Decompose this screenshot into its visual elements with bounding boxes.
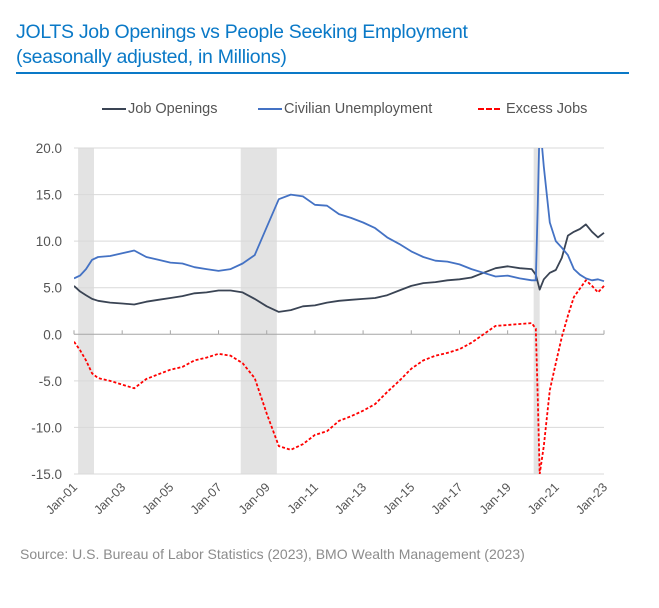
- title-divider: [16, 72, 629, 74]
- recession-band: [533, 148, 540, 474]
- x-tick-label: Jan-19: [477, 480, 514, 517]
- x-tick-label: Jan-03: [91, 480, 128, 517]
- y-tick-label: 0.0: [43, 327, 62, 342]
- chart-title-line-2: (seasonally adjusted, in Millions): [16, 46, 287, 68]
- x-tick-label: Jan-05: [140, 480, 177, 517]
- recession-band: [78, 148, 94, 474]
- gridlines: [74, 147, 604, 475]
- y-axis: 20.0 15.0 10.0 5.0 0.0 -5.0 -10.0 -15.0: [31, 141, 62, 482]
- legend-swatch-civilian-unemployment: [258, 108, 282, 110]
- legend-swatch-job-openings: [102, 108, 126, 110]
- series-line-job-openings: [74, 223, 605, 313]
- source-note: Source: U.S. Bureau of Labor Statistics …: [20, 546, 525, 562]
- y-tick-label: 15.0: [36, 188, 62, 203]
- legend-label-job-openings: Job Openings: [128, 101, 218, 117]
- y-tick-label: -5.0: [39, 374, 62, 389]
- x-tick-label: Jan-09: [236, 480, 273, 517]
- legend-item-civilian-unemployment: Civilian Unemployment: [258, 101, 432, 117]
- x-tick-label: Jan-07: [188, 480, 225, 517]
- x-axis: [73, 330, 605, 335]
- chart-title-line-1: JOLTS Job Openings vs People Seeking Emp…: [16, 21, 468, 43]
- legend-item-job-openings: Job Openings: [102, 101, 217, 117]
- series-line-civilian-unemployment: [74, 148, 605, 283]
- legend-item-excess-jobs: Excess Jobs: [478, 101, 587, 117]
- chart-plot: 20.015.010.05.00.0-5.0-10.0-15.0 Jan-01 J…: [31, 141, 610, 517]
- x-tick-label: Jan-01: [43, 480, 80, 517]
- y-tick-label: 5.0: [43, 281, 62, 296]
- legend-swatch-excess-jobs: [478, 108, 500, 110]
- chart-legend: Job Openings Civilian Unemployment Exces…: [0, 101, 659, 121]
- x-tick-label: Jan-23: [573, 480, 610, 517]
- x-tick-label: Jan-17: [429, 480, 466, 517]
- x-tick-label: Jan-21: [525, 480, 562, 517]
- chart-title: JOLTS Job Openings vs People Seeking Emp…: [16, 20, 468, 70]
- legend-label-excess-jobs: Excess Jobs: [506, 101, 588, 117]
- y-tick-label: 10.0: [36, 234, 62, 249]
- x-tick-label: Jan-13: [332, 480, 369, 517]
- y-tick-label: -10.0: [31, 420, 62, 435]
- legend-label-civilian-unemployment: Civilian Unemployment: [284, 101, 433, 117]
- recession-bands: [78, 148, 540, 474]
- x-tick-label: Jan-11: [285, 480, 321, 516]
- y-tick-label: 20.0: [36, 141, 62, 156]
- recession-band: [240, 148, 277, 474]
- y-tick-label: -15.0: [31, 467, 62, 482]
- series-line-excess-jobs: [74, 279, 605, 474]
- series-lines: [74, 148, 605, 474]
- x-tick-labels: Jan-01 Jan-03 Jan-05 Jan-07 Jan-09 Jan-11 Jan-…: [43, 480, 610, 517]
- x-tick-label: Jan-15: [380, 480, 417, 517]
